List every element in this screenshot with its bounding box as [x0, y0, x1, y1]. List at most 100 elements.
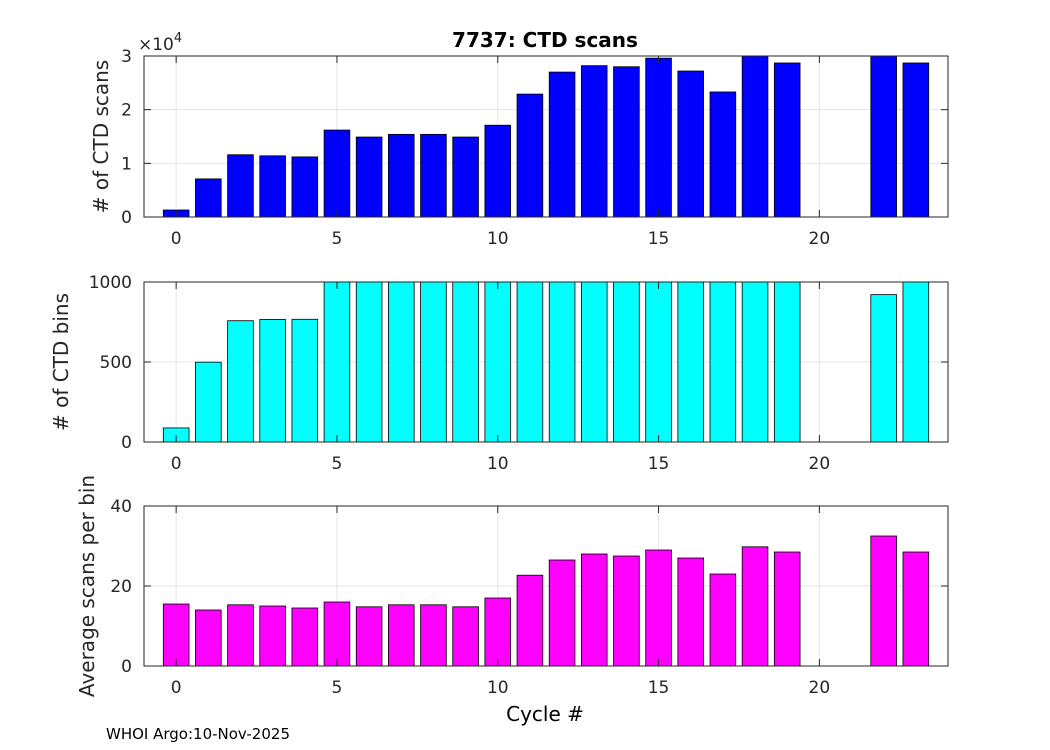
bar-cycle-8 [420, 604, 447, 667]
x-tick-label: 10 [487, 678, 509, 698]
bar-cycle-6 [355, 136, 383, 218]
bar-cycle-11 [516, 93, 544, 218]
bar-cycle-17 [709, 281, 737, 443]
x-tick-label: 15 [648, 229, 670, 249]
y-tick-label: 40 [110, 497, 132, 517]
x-tick-label: 20 [809, 454, 831, 474]
bar-cycle-23 [902, 551, 930, 667]
x-tick-label: 20 [809, 678, 831, 698]
x-tick-label: 10 [487, 454, 509, 474]
x-tick-label: 10 [487, 229, 509, 249]
bar-cycle-16 [677, 281, 704, 443]
x-tick-label: 15 [648, 678, 670, 698]
bar-cycle-16 [677, 70, 704, 218]
x-tick-label: 0 [171, 454, 182, 474]
bar-cycle-9 [452, 281, 479, 443]
y-axis-label: # of CTD bins [49, 293, 73, 431]
bar-cycle-1 [195, 609, 222, 667]
bar-cycle-15 [645, 57, 672, 218]
bar-cycle-5 [323, 281, 351, 443]
bar-cycle-19 [773, 551, 801, 667]
subplot-2: 0 5 10 15 20 0 500 1000 # of CTD bins [49, 273, 949, 474]
x-tick-label: 0 [171, 678, 182, 698]
y-tick-label: 3 [121, 47, 132, 67]
bar-cycle-10 [484, 124, 512, 218]
bar-cycle-22 [870, 535, 897, 667]
x-axis-label: Cycle # [506, 702, 584, 726]
y-tick-label: 500 [100, 353, 132, 373]
y-tick-label: 20 [110, 577, 132, 597]
y-exponent-label: ×104 [138, 31, 182, 55]
bar-cycle-7 [388, 281, 415, 443]
bar-cycle-14 [613, 281, 640, 443]
x-tick-label: 5 [332, 678, 343, 698]
bar-cycle-11 [516, 281, 544, 443]
y-tick-label: 1000 [89, 273, 132, 293]
x-tick-label: 15 [648, 454, 670, 474]
bar-cycle-8 [420, 281, 447, 443]
bar-cycle-17 [709, 91, 737, 218]
bar-cycle-15 [645, 281, 672, 443]
y-tick-label: 0 [121, 433, 132, 453]
bar-cycle-0 [162, 603, 190, 667]
bar-cycle-6 [355, 606, 383, 667]
bar-cycle-12 [548, 71, 576, 218]
bar-cycle-7 [388, 604, 415, 667]
bar-cycle-6 [355, 281, 383, 443]
bar-cycle-5 [323, 601, 351, 667]
bar-cycle-9 [452, 136, 479, 218]
bar-cycle-22 [870, 55, 897, 218]
bar-cycle-11 [516, 574, 544, 667]
subplot-1: 0 5 10 15 20 0 1 2 3 ×104 # of CTD scans [89, 31, 949, 249]
bar-cycle-13 [580, 553, 608, 667]
bar-cycle-10 [484, 597, 512, 667]
bar-cycle-1 [195, 361, 222, 443]
bar-cycle-23 [902, 62, 930, 218]
bar-cycle-4 [291, 318, 319, 443]
bar-cycle-2 [227, 154, 254, 218]
y-tick-label: 0 [121, 657, 132, 677]
bar-cycle-8 [420, 133, 447, 218]
bar-cycle-2 [227, 320, 254, 443]
bar-cycle-17 [709, 573, 737, 667]
bar-cycle-10 [484, 281, 512, 443]
figure-title: 7737: CTD scans [452, 28, 638, 52]
x-tick-label: 5 [332, 454, 343, 474]
x-tick-label: 20 [809, 229, 831, 249]
bar-cycle-18 [741, 281, 769, 443]
bar-cycle-1 [195, 178, 222, 218]
axes-box [143, 55, 949, 218]
x-tick-label: 5 [332, 229, 343, 249]
bar-cycle-7 [388, 133, 415, 218]
y-axis-label: # of CTD scans [89, 60, 113, 213]
bar-cycle-4 [291, 156, 319, 218]
y-tick-label: 1 [121, 154, 132, 174]
bar-cycle-18 [741, 546, 769, 667]
bar-cycle-23 [902, 281, 930, 443]
bar-cycle-19 [773, 281, 801, 443]
bar-cycle-14 [613, 66, 640, 218]
footer-stamp: WHOI Argo:10-Nov-2025 [106, 725, 290, 743]
y-tick-label: 0 [121, 208, 132, 228]
bar-cycle-22 [870, 294, 897, 443]
bar-cycle-3 [259, 319, 286, 443]
x-tick-label: 0 [171, 229, 182, 249]
bar-cycle-14 [613, 555, 640, 667]
bar-cycle-3 [259, 155, 286, 218]
bar-cycle-3 [259, 605, 286, 667]
bar-cycle-5 [323, 129, 351, 218]
bar-cycle-19 [773, 62, 801, 218]
bar-cycle-12 [548, 559, 576, 667]
bar-cycle-15 [645, 549, 672, 667]
bar-cycle-16 [677, 557, 704, 667]
bar-cycle-13 [580, 65, 608, 218]
bar-cycle-18 [741, 55, 769, 218]
bar-cycle-12 [548, 281, 576, 443]
bar-cycle-2 [227, 604, 254, 667]
bar-cycle-13 [580, 281, 608, 443]
bar-cycle-4 [291, 607, 319, 667]
subplot-3: 0 5 10 15 20 0 20 40 Average scans per bin [75, 475, 949, 698]
y-axis-label: Average scans per bin [75, 475, 99, 697]
bar-cycle-9 [452, 606, 479, 667]
